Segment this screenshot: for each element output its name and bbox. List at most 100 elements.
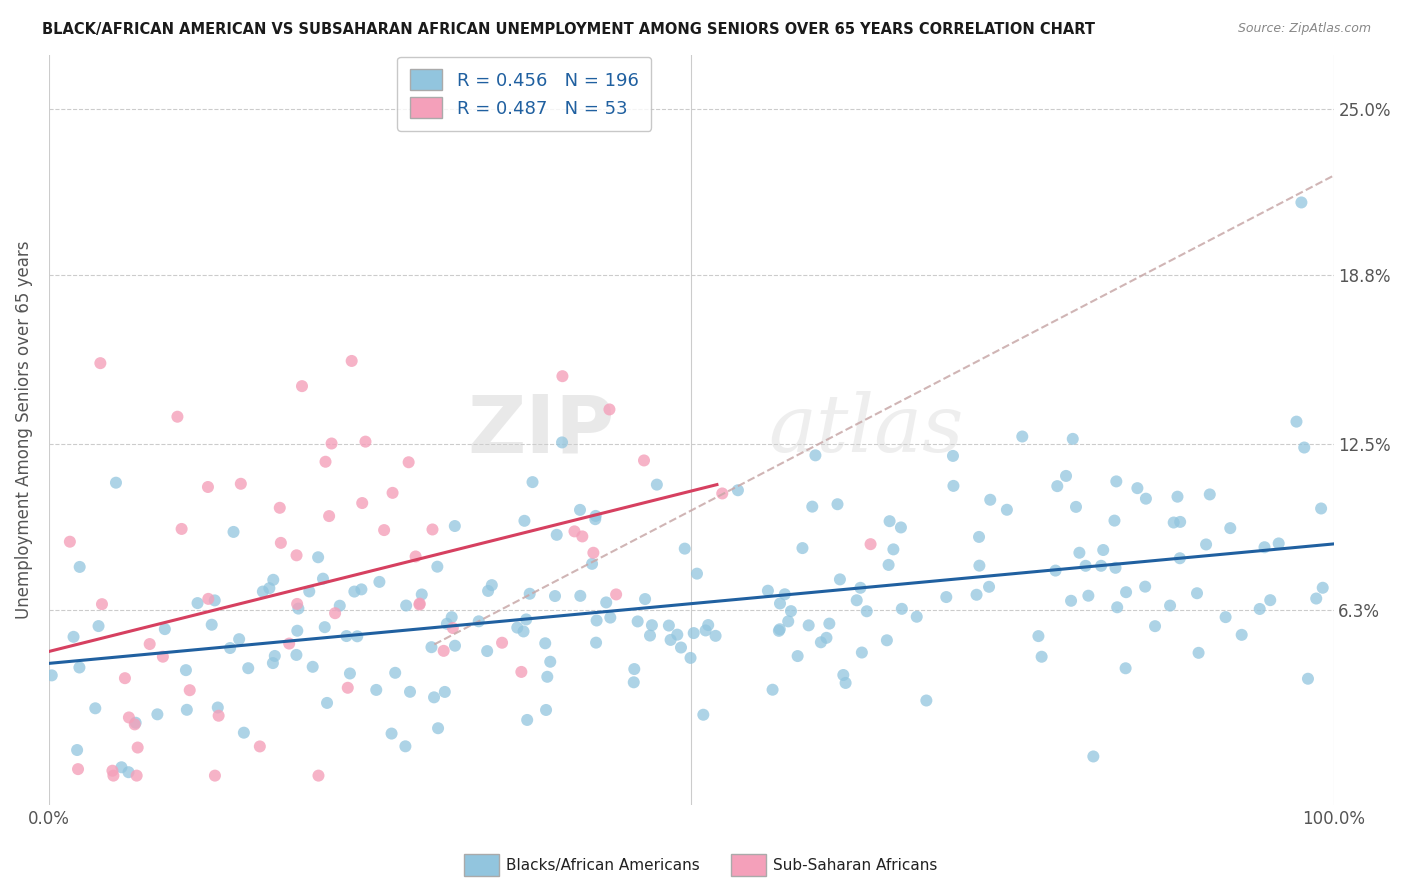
Point: [536, 670, 558, 684]
Point: [1249, 602, 1271, 616]
Point: [41, 668, 63, 682]
Point: [551, 369, 574, 384]
Point: [444, 639, 467, 653]
Point: [125, 769, 148, 783]
Point: [598, 402, 620, 417]
Point: [1166, 490, 1188, 504]
Point: [797, 618, 820, 632]
Point: [1083, 749, 1105, 764]
Point: [571, 529, 593, 543]
Point: [101, 764, 124, 778]
Point: [855, 604, 877, 618]
Point: [197, 591, 219, 606]
Point: [1107, 600, 1129, 615]
Point: [1104, 514, 1126, 528]
Point: [645, 477, 668, 491]
Point: [769, 622, 792, 636]
Point: [595, 595, 617, 609]
Point: [103, 769, 125, 783]
Point: [426, 559, 449, 574]
Point: [270, 536, 292, 550]
Point: [59, 534, 82, 549]
Point: [1187, 646, 1209, 660]
Point: [1031, 649, 1053, 664]
Point: [1312, 581, 1334, 595]
Point: [207, 700, 229, 714]
Point: [727, 483, 749, 498]
Point: [314, 620, 336, 634]
Point: [69, 560, 91, 574]
Point: [704, 629, 727, 643]
Y-axis label: Unemployment Among Seniors over 65 years: Unemployment Among Seniors over 65 years: [15, 241, 32, 619]
Point: [335, 629, 357, 643]
Point: [506, 621, 529, 635]
Point: [1069, 546, 1091, 560]
Point: [658, 618, 681, 632]
Point: [174, 663, 197, 677]
Point: [229, 476, 252, 491]
Point: [515, 612, 537, 626]
Point: [686, 566, 709, 581]
Point: [440, 610, 463, 624]
Point: [1115, 661, 1137, 675]
Point: [582, 546, 605, 560]
Point: [366, 682, 388, 697]
Point: [285, 624, 308, 638]
Point: [1253, 540, 1275, 554]
Point: [1105, 475, 1128, 489]
Point: [467, 615, 489, 629]
Point: [711, 486, 734, 500]
Point: [877, 558, 900, 572]
Point: [285, 549, 308, 563]
Point: [516, 713, 538, 727]
Point: [124, 717, 146, 731]
Point: [627, 615, 650, 629]
Point: [278, 636, 301, 650]
Point: [1045, 564, 1067, 578]
Point: [673, 541, 696, 556]
Point: [967, 530, 990, 544]
Point: [110, 760, 132, 774]
Point: [350, 582, 373, 597]
Text: Sub-Saharan Africans: Sub-Saharan Africans: [773, 858, 938, 872]
Point: [354, 434, 377, 449]
Point: [269, 500, 291, 515]
Point: [1230, 628, 1253, 642]
Point: [118, 710, 141, 724]
Point: [1064, 500, 1087, 514]
Point: [312, 572, 335, 586]
Point: [942, 479, 965, 493]
Point: [339, 666, 361, 681]
Point: [491, 636, 513, 650]
Point: [408, 597, 430, 611]
Point: [343, 584, 366, 599]
Point: [585, 508, 607, 523]
Point: [475, 644, 498, 658]
Point: [316, 696, 339, 710]
Point: [315, 455, 337, 469]
Point: [1046, 479, 1069, 493]
Point: [845, 593, 868, 607]
Point: [585, 635, 607, 649]
Point: [1115, 585, 1137, 599]
Point: [513, 514, 536, 528]
Point: [1285, 415, 1308, 429]
Point: [859, 537, 882, 551]
Point: [187, 596, 209, 610]
Point: [905, 609, 928, 624]
Point: [441, 621, 464, 635]
Point: [380, 726, 402, 740]
Point: [882, 542, 904, 557]
Point: [519, 587, 541, 601]
Text: atlas: atlas: [768, 392, 963, 469]
Point: [641, 618, 664, 632]
Point: [318, 509, 340, 524]
Point: [87, 619, 110, 633]
Point: [405, 549, 427, 564]
Point: [91, 597, 114, 611]
Point: [1163, 516, 1185, 530]
Point: [201, 617, 224, 632]
Point: [935, 590, 957, 604]
Point: [1219, 521, 1241, 535]
Point: [308, 769, 330, 783]
